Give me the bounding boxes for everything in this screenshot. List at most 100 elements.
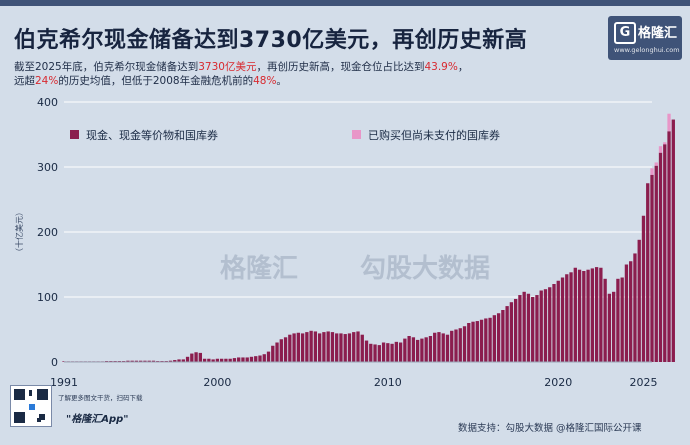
bar-cash	[202, 358, 207, 362]
bar-cash	[569, 272, 573, 362]
bar-cash	[377, 345, 381, 362]
bar-cash	[454, 329, 458, 362]
bar-cash	[130, 360, 134, 362]
subtitle-text: ，	[457, 61, 469, 73]
bar-cash	[450, 330, 454, 362]
bar-cash	[151, 360, 156, 362]
bar-cash	[599, 267, 603, 362]
bar-cash	[219, 358, 224, 362]
subtitle-highlight: 48%	[253, 75, 277, 87]
y-tick-label: 100	[37, 291, 58, 304]
bar-cash	[356, 331, 360, 362]
bar-cash	[228, 358, 232, 362]
bar-cash	[266, 351, 271, 362]
bar-cash	[275, 342, 279, 362]
bar-cash	[173, 360, 177, 362]
logo-url: www.gelonghui.com	[614, 46, 680, 54]
bar-cash	[462, 326, 467, 362]
bar-cash	[586, 269, 590, 362]
y-axis-label: （十亿美元）	[14, 208, 24, 256]
watermark-left: 格隆汇	[220, 254, 299, 284]
bar-cash	[288, 334, 292, 362]
promo-text: 了解更多图文干货，扫码下载	[58, 394, 143, 402]
bar-cash	[181, 359, 185, 362]
bar-cash	[309, 330, 313, 362]
x-tick-label: 2000	[203, 376, 231, 389]
bar-cash	[394, 341, 399, 362]
bar-cash	[296, 332, 301, 362]
brand-logo[interactable]: G 格隆汇 www.gelonghui.com	[608, 16, 682, 60]
bar-cash	[292, 333, 296, 362]
subtitle-text: 的历史均值，但低于2008年金融危机前的	[58, 75, 254, 87]
x-tick-label: 1991	[50, 376, 78, 389]
bar-cash	[501, 310, 505, 362]
bar-cash	[390, 343, 394, 362]
bar-cash	[147, 360, 151, 362]
bar-cash	[126, 360, 130, 362]
bar-cash	[441, 333, 445, 362]
x-tick-label: 2010	[374, 376, 402, 389]
bar-cash	[317, 333, 322, 362]
bar-cash	[262, 354, 266, 362]
bar-cash	[565, 274, 569, 362]
bar-cash	[526, 293, 531, 362]
bar-cash	[641, 215, 646, 362]
bar-cash	[245, 357, 249, 362]
bar-cash	[513, 298, 518, 362]
bar-cash	[241, 357, 245, 362]
bar-cash	[488, 317, 492, 362]
bar-cash	[658, 152, 663, 362]
bar-cash	[624, 264, 629, 362]
bar-cash	[607, 293, 612, 362]
bar-pending	[667, 113, 671, 132]
subtitle-text: 。	[276, 75, 287, 87]
x-tick-label: 2025	[629, 376, 657, 389]
bar-cash	[364, 340, 369, 362]
bar-cash	[650, 174, 654, 362]
y-tick-label: 300	[37, 161, 58, 174]
bar-cash	[279, 339, 283, 362]
bar-cash	[415, 339, 420, 362]
legend-label-cash: 现金、现金等价物和国库券	[86, 128, 218, 142]
bar-cash	[403, 338, 407, 362]
bar-cash	[330, 332, 335, 362]
subtitle-highlight: 3730亿美元	[198, 61, 257, 73]
bar-cash	[369, 343, 373, 362]
bar-cash	[347, 333, 352, 362]
bar-cash	[437, 332, 441, 362]
bar-cash	[522, 291, 526, 362]
subtitle: 截至2025年底，伯克希尔现金储备达到3730亿美元，再创历史新高，现金仓位占比…	[14, 60, 574, 88]
bar-cash	[407, 336, 411, 362]
top-bar	[0, 0, 690, 6]
legend-swatch-pending	[352, 130, 361, 139]
bar-cash	[211, 359, 215, 362]
bar-pending	[663, 142, 667, 145]
bar-cash	[185, 356, 190, 362]
bar-pending	[650, 168, 654, 175]
bar-cash	[343, 334, 347, 362]
watermark-right: 勾股大数据	[360, 254, 491, 284]
bar-cash	[671, 119, 675, 362]
bar-cash	[198, 352, 203, 362]
bar-cash	[177, 359, 181, 362]
bar-cash	[560, 277, 565, 362]
bar-cash	[168, 360, 173, 362]
bar-cash	[633, 253, 637, 362]
bar-cash	[458, 328, 462, 362]
qr-code-icon[interactable]	[10, 385, 52, 427]
logo-icon: G	[614, 22, 636, 44]
logo-text: 格隆汇	[638, 26, 678, 41]
app-name: "格隆汇App"	[66, 414, 129, 425]
bar-cash	[283, 337, 288, 362]
bar-cash	[433, 332, 437, 362]
bar-cash	[258, 355, 262, 362]
bar-pending	[654, 162, 658, 166]
bar-cash	[637, 239, 641, 362]
source-note: 数据支持：勾股大数据 @格隆汇国际公开课	[458, 423, 642, 434]
bar-cash	[398, 342, 403, 362]
bar-cash	[509, 302, 514, 362]
bar-cash	[603, 278, 607, 362]
bar-cash	[215, 358, 220, 362]
subtitle-highlight: 43.9%	[424, 61, 458, 73]
